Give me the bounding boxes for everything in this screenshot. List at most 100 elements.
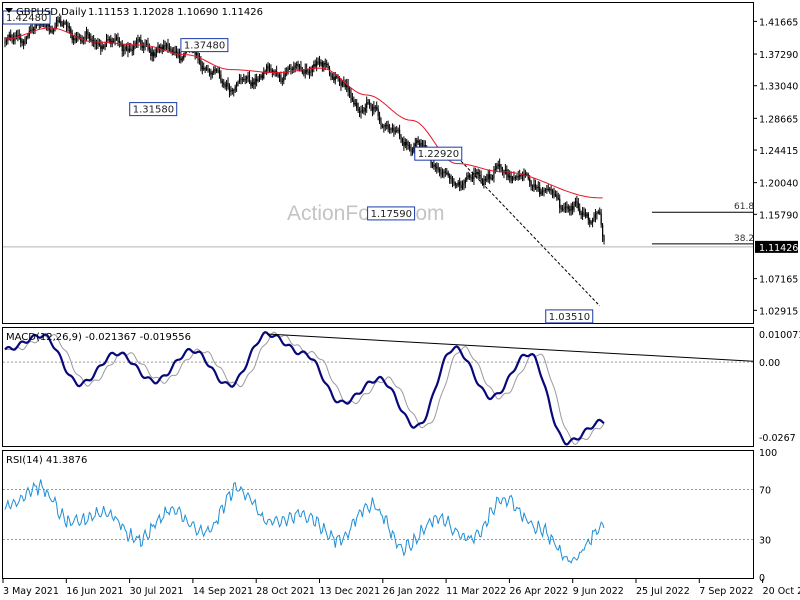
- candle-body: [344, 82, 346, 88]
- candle-body: [511, 177, 514, 181]
- candle-body: [510, 175, 512, 181]
- pivot-label-box: [129, 102, 178, 117]
- candle-body: [421, 142, 424, 146]
- date-axis-label: 16 Jun 2021: [66, 586, 123, 597]
- candle-body: [290, 68, 292, 70]
- candle-body: [155, 49, 158, 54]
- candle-body: [270, 68, 272, 70]
- candle-body: [298, 66, 301, 68]
- date-axis-label: 9 Jun 2022: [573, 586, 624, 597]
- candle-body: [441, 173, 444, 175]
- candle-body: [341, 81, 344, 86]
- candle-body: [256, 78, 258, 81]
- candle-body: [603, 236, 605, 241]
- candle-body: [20, 37, 22, 43]
- candle-body: [313, 64, 315, 68]
- candle-body: [491, 177, 494, 179]
- rsi-axis-label: 30: [759, 536, 771, 547]
- candle-body: [337, 77, 339, 79]
- candle-body: [586, 213, 588, 217]
- candle-body: [231, 89, 233, 91]
- candle-body: [108, 38, 110, 40]
- collapse-arrow-icon[interactable]: [5, 8, 13, 13]
- pivot-label-text: 1.17590: [371, 209, 412, 220]
- candle-body: [499, 164, 501, 168]
- candle-body: [451, 177, 454, 182]
- candle-body: [101, 46, 103, 49]
- candle-body: [254, 78, 256, 85]
- candle-body: [294, 65, 296, 68]
- date-axis-label: 3 May 2021: [3, 586, 59, 597]
- candle-body: [434, 164, 436, 167]
- candle-body: [476, 171, 478, 174]
- candle-body: [559, 198, 561, 208]
- candle-body: [600, 213, 602, 225]
- candle-body: [400, 135, 402, 139]
- candle-body: [85, 31, 88, 37]
- candle-body: [357, 108, 359, 111]
- candle-body: [115, 37, 118, 39]
- candle-body: [311, 67, 313, 72]
- candle-body: [148, 47, 150, 50]
- price-axis-label: 1.24415: [759, 146, 798, 157]
- candle-body: [520, 174, 522, 176]
- candle-body: [456, 184, 458, 186]
- candle-body: [544, 190, 547, 192]
- candle-body: [184, 50, 186, 55]
- candle-body: [205, 68, 208, 70]
- candle-body: [227, 82, 229, 88]
- candle-body: [563, 208, 565, 210]
- candle-body: [301, 69, 303, 73]
- candle-body: [244, 79, 246, 81]
- price-axis-label: 1.41665: [759, 17, 798, 28]
- candle-body: [540, 191, 542, 195]
- candle-body: [483, 178, 485, 184]
- watermark: ActionForex.com: [287, 202, 445, 225]
- candle-body: [360, 110, 362, 113]
- candle-body: [22, 41, 25, 44]
- candle-body: [63, 22, 65, 26]
- date-axis-label: 11 Mar 2022: [446, 586, 506, 597]
- date-axis-label: 26 Jan 2022: [383, 586, 440, 597]
- date-axis-label: 14 Sep 2021: [193, 586, 253, 597]
- candle-body: [53, 29, 55, 32]
- candle-body: [364, 107, 366, 112]
- candle-body: [463, 183, 465, 185]
- ma-path: [4, 27, 603, 199]
- candle-body: [596, 212, 598, 215]
- candle-body: [557, 198, 559, 200]
- candle-body: [168, 48, 171, 50]
- candle-body: [494, 168, 496, 170]
- candle-body: [321, 61, 323, 67]
- candle-body: [450, 177, 452, 179]
- candle-body: [577, 202, 579, 209]
- pivot-label-box: [414, 146, 463, 161]
- candle-body: [594, 214, 597, 218]
- candle-body: [88, 34, 90, 39]
- candle-body: [396, 130, 398, 132]
- candle-body: [28, 31, 30, 36]
- candle-body: [105, 39, 108, 44]
- candle-body: [224, 84, 226, 87]
- candle-body: [381, 125, 384, 127]
- candle-body: [154, 53, 156, 57]
- candle-body: [280, 75, 282, 82]
- candle-body: [597, 211, 599, 213]
- candle-body: [569, 209, 571, 211]
- candle-body: [104, 43, 106, 48]
- candle-body: [91, 39, 93, 43]
- candle-body: [408, 145, 411, 149]
- candle-body: [181, 58, 183, 61]
- candle-body: [198, 58, 201, 60]
- price-header: GBPUSD,Daily 1.11153 1.12028 1.10690 1.1…: [5, 7, 263, 18]
- macd-axis-label: 0.00: [759, 358, 780, 369]
- candle-body: [44, 24, 46, 27]
- candle-body: [133, 46, 135, 51]
- candle-body: [215, 69, 218, 71]
- candle-body: [423, 145, 425, 147]
- price-axis-label: 1.33040: [759, 82, 798, 93]
- candle-body: [84, 36, 86, 39]
- candle-body: [490, 177, 492, 179]
- date-axis-label: 30 Jul 2021: [130, 586, 184, 597]
